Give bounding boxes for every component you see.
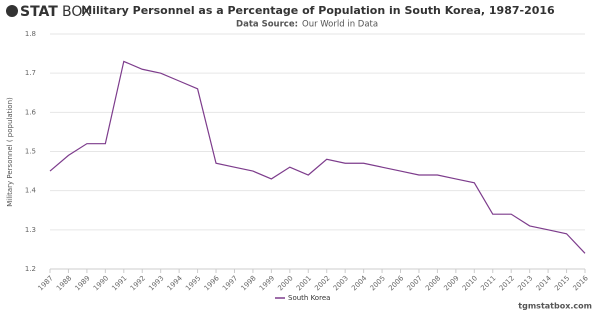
logo-light: BOX — [62, 4, 91, 20]
logo: STAT BOX — [6, 4, 91, 20]
x-tick-label: 2016 — [572, 274, 591, 293]
y-tick-label: 1.8 — [25, 30, 36, 38]
x-tick-label: 1997 — [221, 274, 239, 292]
y-tick-label: 1.5 — [25, 148, 36, 156]
y-tick-label: 1.3 — [25, 226, 36, 234]
x-tick-label: 1992 — [129, 274, 147, 292]
x-tick-label: 1989 — [73, 274, 91, 292]
logo-bold: STAT — [20, 4, 58, 20]
x-tick-label: 2012 — [498, 274, 516, 292]
x-tick-label: 2002 — [313, 274, 331, 292]
x-tick-label: 2009 — [442, 274, 460, 292]
x-tick-label: 1991 — [110, 274, 128, 292]
x-tick-label: 1996 — [203, 274, 222, 293]
x-tick-label: 2001 — [295, 274, 313, 292]
x-tick-label: 2005 — [369, 274, 387, 292]
x-tick-label: 2010 — [461, 274, 479, 292]
y-tick-label: 1.6 — [25, 108, 37, 116]
footer: tgmstatbox.com — [518, 302, 592, 311]
x-tick-label: 2011 — [479, 274, 497, 292]
x-tick-label: 2006 — [387, 274, 406, 293]
y-tick-label: 1.7 — [25, 69, 36, 77]
x-tick-label: 2015 — [553, 274, 571, 292]
x-tick-label: 1995 — [184, 274, 202, 292]
chart-title: Military Personnel as a Percentage of Po… — [81, 4, 555, 17]
x-tick-label: 1993 — [147, 274, 165, 292]
x-tick-label: 2000 — [276, 274, 294, 292]
x-tick-label: 1990 — [92, 274, 110, 292]
x-tick-label: 2004 — [350, 274, 369, 293]
x-tick-label: 2003 — [332, 274, 350, 292]
x-tick-label: 1998 — [239, 274, 257, 292]
subtitle-label: Data Source: — [236, 20, 298, 30]
x-tick-label: 2008 — [424, 274, 442, 292]
subtitle: Our World in Data — [302, 20, 378, 30]
logo-icon — [6, 5, 18, 17]
x-tick-label: 1994 — [166, 274, 185, 293]
y-axis-label: Military Personnel ( population) — [6, 97, 14, 207]
x-tick-label: 2013 — [516, 274, 534, 292]
x-tick-label: 1999 — [258, 274, 276, 292]
legend-label: South Korea — [288, 294, 330, 302]
y-tick-label: 1.2 — [25, 265, 36, 273]
x-tick-label: 1987 — [37, 274, 55, 292]
x-tick-label: 2014 — [535, 274, 554, 293]
x-tick-label: 1988 — [55, 274, 73, 292]
y-tick-label: 1.4 — [25, 187, 37, 195]
x-tick-label: 2007 — [406, 274, 424, 292]
line — [49, 60, 586, 254]
